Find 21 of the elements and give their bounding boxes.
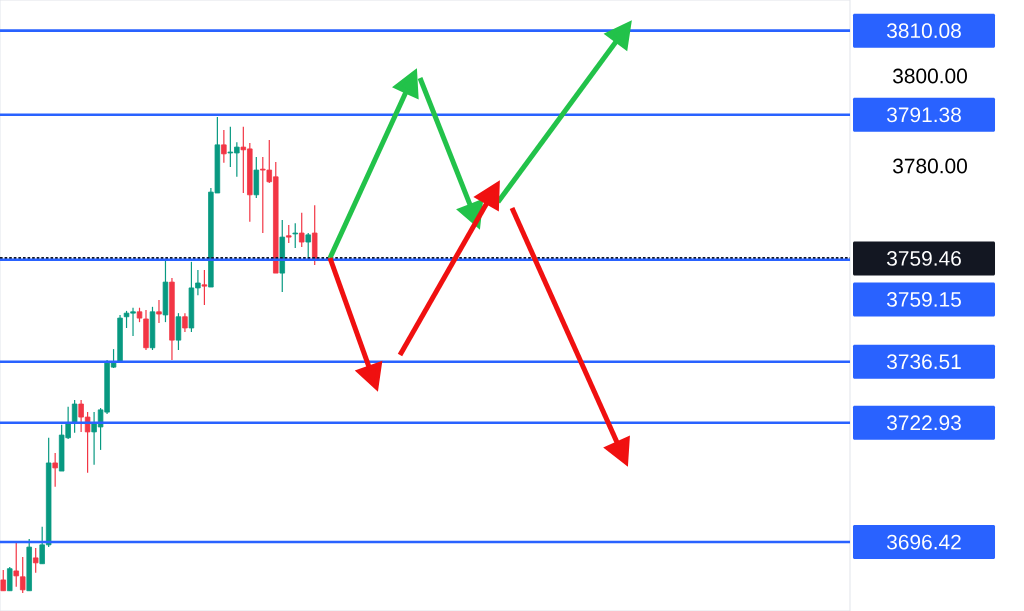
ref-line-label: 3722.93 — [886, 415, 961, 431]
candlestick — [298, 212, 305, 248]
ref-line-label: 3791.38 — [886, 107, 961, 123]
y-tick-label: 3780.00 — [892, 158, 967, 174]
ref-line-label: 3696.42 — [886, 534, 961, 550]
candlestick — [52, 452, 58, 488]
candlestick — [156, 299, 162, 324]
ref-line-label: 3759.46 — [886, 251, 961, 266]
candlestick — [71, 399, 78, 434]
candlestick — [201, 269, 208, 306]
ref-line-label: 3810.08 — [886, 23, 961, 39]
y-tick-label: 3800.00 — [892, 68, 967, 84]
candlestick — [32, 547, 39, 574]
candlestick — [7, 566, 13, 592]
candlestick — [175, 312, 182, 351]
ref-line-label: 3759.15 — [886, 292, 961, 307]
candlestick — [221, 129, 227, 164]
candlestick — [292, 222, 298, 249]
candlestick — [182, 312, 188, 333]
ref-line-label: 3736.51 — [886, 354, 961, 370]
candlestick — [0, 569, 6, 592]
